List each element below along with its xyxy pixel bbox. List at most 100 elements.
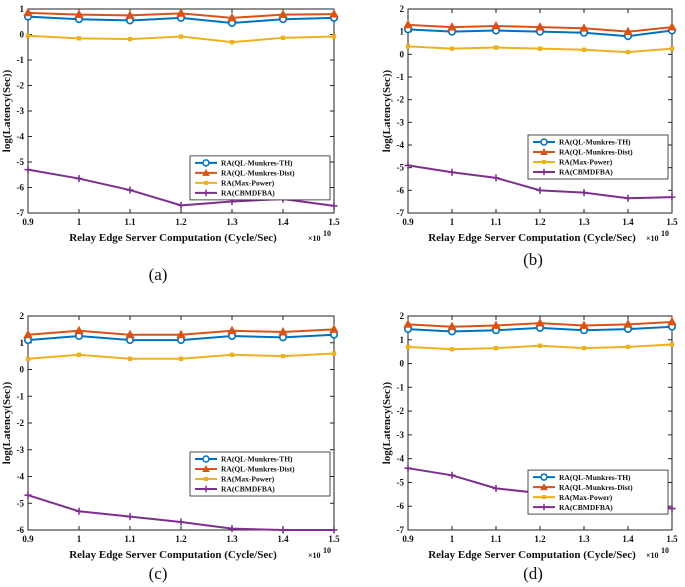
y-tick-label: 2 [20, 311, 25, 321]
data-point-max-power [331, 351, 337, 356]
data-point-max-power [581, 47, 587, 52]
data-point-cbmdfba [24, 166, 32, 174]
data-point-ql-munkres-dist [535, 318, 545, 327]
data-point-max-power [581, 345, 587, 351]
x-tick-label: 1.1 [490, 217, 502, 227]
y-tick-label: -1 [397, 382, 405, 392]
data-point-cbmdfba [75, 507, 83, 515]
x-tick-label: 0.9 [22, 534, 34, 544]
data-point-cbmdfba [492, 174, 500, 182]
legend-label-cbmdfba: RA(CBMDFBA) [559, 503, 613, 512]
data-point-ql-munkres-dist [579, 320, 589, 329]
data-point-ql-munkres-dist [491, 320, 501, 329]
y-tick-label: -1 [397, 72, 405, 82]
y-tick-label: 0 [20, 365, 25, 375]
legend-marker-max-power [204, 477, 208, 481]
legend-label-ql-munkres-th: RA(QL-Munkres-TH) [559, 473, 631, 482]
legend-marker-cbmdfba [202, 189, 210, 197]
x-tick-label: 1.1 [124, 534, 136, 544]
data-point-ql-munkres-dist [74, 325, 84, 335]
data-point-cbmdfba [330, 202, 338, 210]
data-point-ql-munkres-dist [579, 23, 589, 32]
x-axis-label: Relay Edge Server Computation (Cycle/Sec… [428, 549, 636, 561]
plot-area [407, 8, 673, 214]
panel-caption: (c) [149, 564, 168, 583]
data-point-cbmdfba [404, 161, 412, 169]
legend-label-ql-munkres-dist: RA(QL-Munkres-Dist) [559, 483, 633, 492]
legend: RA(QL-Munkres-TH)RA(QL-Munkres-Dist)RA(M… [527, 469, 669, 515]
x-tick-label: 1.5 [328, 534, 340, 544]
data-point-ql-munkres-dist [23, 329, 33, 339]
legend-marker-max-power [542, 495, 546, 500]
data-point-max-power [25, 356, 31, 361]
legend-marker-ql-munkres-dist [202, 168, 210, 176]
y-tick-label: -2 [397, 95, 405, 105]
y-tick-label: -7 [397, 525, 405, 535]
x-tick-label: 1.1 [490, 534, 502, 544]
data-point-cbmdfba [177, 518, 185, 526]
y-tick-label: -4 [397, 454, 405, 464]
data-point-ql-munkres-dist [278, 327, 288, 336]
y-tick-label: -5 [17, 157, 25, 167]
x-tick-label: 1.1 [124, 217, 136, 227]
data-point-max-power [537, 343, 543, 348]
data-point-max-power [178, 34, 184, 39]
x-tick-label: 1.3 [226, 217, 238, 227]
x-tick-label: 1.3 [578, 217, 590, 227]
x-tick-label: 1.4 [277, 534, 289, 544]
data-point-cbmdfba [177, 201, 185, 209]
data-point-max-power [449, 46, 455, 51]
legend-label-cbmdfba: RA(CBMDFBA) [221, 485, 275, 494]
x-axis-multiplier-exponent: 10 [323, 546, 331, 555]
data-point-max-power [229, 352, 235, 357]
data-point-cbmdfba [404, 464, 412, 472]
legend: RA(QL-Munkres-TH)RA(QL-Munkres-Dist)RA(M… [527, 134, 669, 180]
y-tick-label: -3 [17, 445, 25, 455]
data-point-ql-munkres-dist [23, 7, 33, 17]
data-point-ql-munkres-dist [278, 9, 288, 19]
x-tick-label: 1.4 [622, 534, 634, 544]
x-axis-label: Relay Edge Server Computation (Cycle/Sec… [69, 232, 277, 244]
y-tick-label: -3 [397, 117, 405, 127]
y-tick-label: 0 [400, 49, 405, 59]
data-point-cbmdfba [126, 186, 134, 194]
data-point-max-power [625, 344, 631, 350]
legend-marker-ql-munkres-th [540, 473, 548, 481]
plot-area [27, 315, 335, 531]
legend-marker-ql-munkres-th [202, 455, 210, 463]
y-axis-label: log(Latency(Sec)) [1, 69, 13, 152]
data-point-ql-munkres-dist [623, 26, 633, 36]
x-axis-multiplier: ×10 [308, 234, 321, 243]
data-point-cbmdfba [668, 193, 676, 201]
data-point-cbmdfba [624, 194, 632, 202]
x-tick-label: 0.9 [402, 217, 414, 227]
panel-caption: (a) [149, 265, 168, 284]
data-point-max-power [280, 353, 286, 359]
data-point-max-power [127, 356, 133, 361]
y-tick-label: -5 [397, 477, 405, 487]
y-axis-label: log(Latency(Sec)) [381, 381, 393, 464]
chart-panel-4: 210-1-2-3-4-5-6-70.9 1 1.1 1.2 1.3 1.4 1.5Rela… [381, 311, 678, 583]
y-tick-label: -4 [397, 140, 405, 150]
y-tick-label: 1 [400, 335, 405, 345]
legend-marker-ql-munkres-th [202, 159, 210, 167]
y-tick-label: 0 [400, 359, 405, 369]
x-tick-label: 1.2 [175, 534, 187, 544]
data-point-cbmdfba [126, 513, 134, 521]
x-tick-label: 1.2 [534, 534, 546, 544]
x-tick-label: 1.5 [328, 217, 340, 227]
data-point-max-power [669, 46, 675, 51]
legend-marker-ql-munkres-dist [540, 148, 548, 155]
x-axis-multiplier-exponent: 10 [323, 229, 331, 238]
legend-marker-cbmdfba [540, 503, 548, 511]
data-point-max-power [405, 344, 411, 350]
x-axis-label: Relay Edge Server Computation (Cycle/Sec… [69, 549, 277, 561]
y-tick-label: 1 [20, 338, 25, 348]
legend: RA(QL-Munkres-TH)RA(QL-Munkres-Dist)RA(M… [189, 155, 331, 201]
chart-panel-3: 210-1-2-3-4-5-60.9 1 1.1 1.2 1.3 1.4 1.5Relay … [1, 311, 340, 583]
data-point-cbmdfba [492, 484, 500, 492]
y-tick-label: -4 [17, 472, 25, 482]
data-point-cbmdfba [24, 491, 32, 499]
data-point-ql-munkres-dist [447, 321, 457, 331]
data-point-ql-munkres-dist [329, 324, 339, 333]
